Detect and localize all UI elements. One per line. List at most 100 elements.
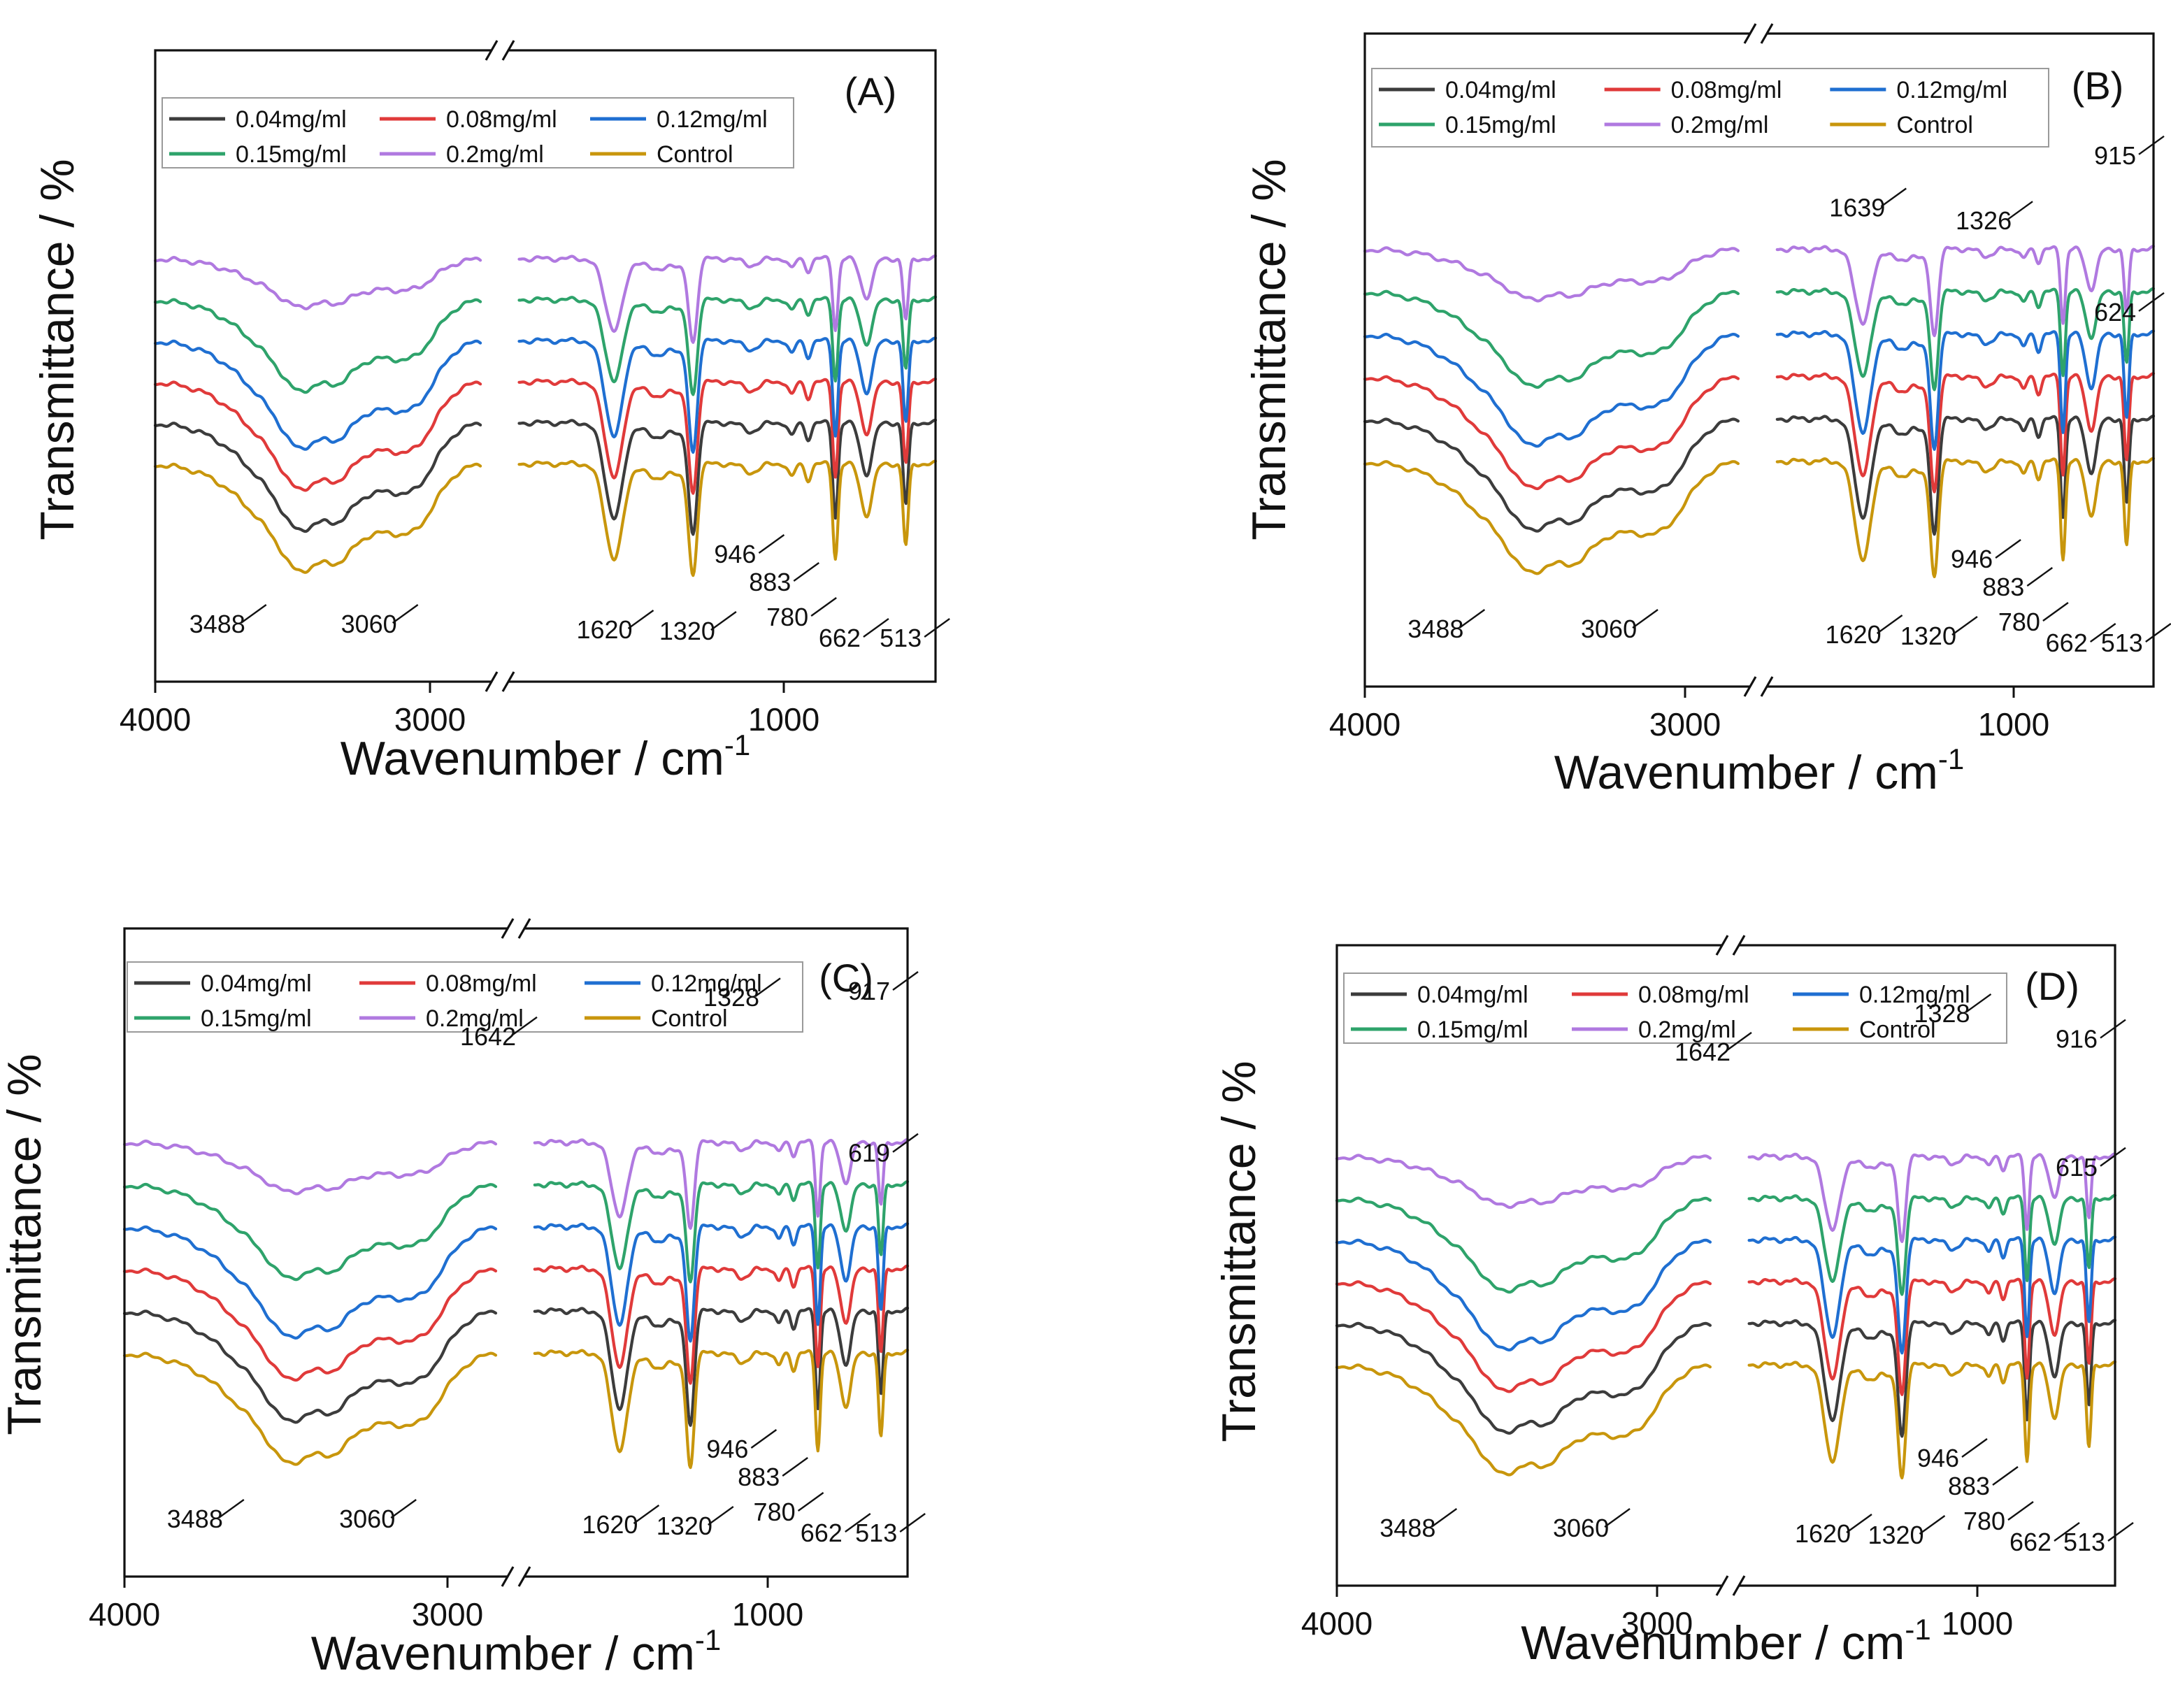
annotation-arrow — [2042, 602, 2069, 622]
break-mark — [501, 40, 515, 61]
peak-annotation: 624 — [2094, 298, 2136, 326]
x-tick-label: 4000 — [120, 701, 191, 738]
peak-annotation: 946 — [706, 1435, 748, 1463]
break-mark — [1732, 1575, 1746, 1596]
peak-annotation: 1320 — [1868, 1521, 1923, 1549]
series-line — [1335, 1280, 1712, 1393]
peak-annotation: 619 — [848, 1139, 890, 1168]
series-line — [122, 1309, 498, 1424]
annotation-arrow — [797, 1492, 824, 1512]
legend-label: 0.15mg/ml — [236, 141, 347, 168]
legend-label: 0.15mg/ml — [1445, 112, 1556, 138]
series-line — [1747, 1235, 2117, 1355]
peak-annotation: 780 — [754, 1498, 796, 1526]
annotation-arrow — [241, 604, 267, 624]
x-axis-label: Wavenumber / cm-1 — [1554, 742, 1965, 799]
series-line — [517, 254, 938, 344]
peak-annotation: 615 — [2056, 1153, 2098, 1182]
break-mark — [501, 918, 515, 939]
annotation-arrow — [1951, 616, 1978, 636]
series-line — [122, 1267, 498, 1382]
peak-annotation: 917 — [848, 977, 890, 1005]
legend-box — [127, 961, 803, 1033]
annotation-arrow — [2089, 623, 2116, 643]
series-line — [153, 339, 482, 451]
series-line — [122, 1182, 498, 1282]
peak-annotation: 916 — [2056, 1025, 2098, 1054]
annotation-arrow — [863, 618, 889, 638]
x-tick-label: 1000 — [1942, 1605, 2013, 1642]
x-axis-label: Wavenumber / cm-1 — [311, 1623, 722, 1680]
y-axis-label: Transmittance / % — [1212, 1061, 1266, 1442]
y-axis-label: Transmittance / % — [0, 1054, 51, 1435]
series-line — [153, 462, 482, 574]
legend-box — [1343, 973, 2007, 1044]
peak-annotation: 883 — [749, 568, 791, 596]
x-tick-label: 1000 — [1978, 706, 2049, 742]
peak-annotation: 780 — [1963, 1507, 2005, 1535]
peak-annotation: 1326 — [1956, 206, 2012, 235]
legend-label: 0.12mg/ml — [651, 970, 762, 997]
x-axis-label-sup: -1 — [1905, 1613, 1930, 1646]
x-axis-label: Wavenumber / cm-1 — [1521, 1613, 1931, 1670]
annotation-arrow — [1965, 993, 1992, 1013]
annotation-arrow — [1880, 187, 1907, 208]
x-tick-label: 3000 — [394, 701, 466, 738]
x-tick-label: 4000 — [89, 1596, 160, 1632]
peak-annotation: 780 — [766, 603, 808, 631]
series-line — [1775, 372, 2156, 494]
break-gap-top — [492, 41, 508, 60]
legend-label: 0.12mg/ml — [657, 106, 768, 133]
panel-label: (A) — [845, 69, 897, 113]
peak-annotation: 513 — [2063, 1528, 2105, 1556]
peak-annotation: 946 — [1951, 545, 1993, 573]
series-line — [1363, 375, 1740, 491]
annotation-arrow — [899, 1513, 926, 1533]
break-gap-top — [1722, 935, 1739, 955]
annotation-arrow — [390, 1499, 417, 1519]
annotation-arrow — [627, 610, 654, 629]
annotation-arrow — [2138, 135, 2165, 155]
peak-annotation: 1642 — [1675, 1038, 1731, 1066]
series-line — [153, 256, 482, 310]
x-tick-label: 4000 — [1301, 1605, 1373, 1642]
series-line — [1335, 1238, 1712, 1352]
series-line — [153, 422, 482, 533]
series-line — [1335, 1196, 1712, 1294]
series-line — [1363, 332, 1740, 448]
break-gap-top — [508, 919, 524, 938]
legend-label: 0.08mg/ml — [446, 106, 557, 133]
x-axis-label: Wavenumber / cm-1 — [341, 729, 751, 785]
panel-label: (D) — [2025, 964, 2079, 1008]
annotation-arrow — [892, 1133, 919, 1153]
legend-label: 0.12mg/ml — [1896, 77, 2007, 103]
series-line — [517, 418, 938, 536]
series-line — [533, 1180, 910, 1284]
legend-box — [1371, 68, 2049, 148]
series-line — [517, 295, 938, 396]
series-line — [1363, 417, 1740, 533]
peak-annotation: 3060 — [1581, 615, 1637, 643]
panel-label: (C) — [819, 956, 873, 1000]
x-axis-label-text: Wavenumber / cm — [341, 732, 724, 785]
annotation-arrow — [2007, 1501, 2034, 1521]
peak-annotation: 1620 — [576, 615, 632, 644]
x-axis-label-sup: -1 — [1938, 742, 1964, 775]
annotation-arrow — [1846, 1514, 1872, 1533]
annotation-arrow — [2138, 292, 2165, 312]
annotation-arrow — [845, 1513, 871, 1533]
series-line — [517, 459, 938, 577]
series-line — [1335, 1363, 1712, 1477]
series-line — [533, 1222, 910, 1343]
annotation-arrow — [392, 604, 419, 624]
peak-annotation: 662 — [2009, 1528, 2051, 1556]
x-tick-label: 3000 — [412, 1596, 483, 1632]
annotation-arrow — [924, 618, 950, 638]
series-line — [517, 378, 938, 495]
legend-label: 0.04mg/ml — [1417, 982, 1528, 1008]
series-line — [153, 298, 482, 394]
peak-annotation: 1620 — [1795, 1519, 1851, 1548]
legend-label: 0.15mg/ml — [201, 1005, 312, 1032]
panel-c: 4000 3000 1000 Wavenumber / cm-1 Transmittan… — [0, 907, 926, 1680]
series-line — [533, 1306, 910, 1427]
